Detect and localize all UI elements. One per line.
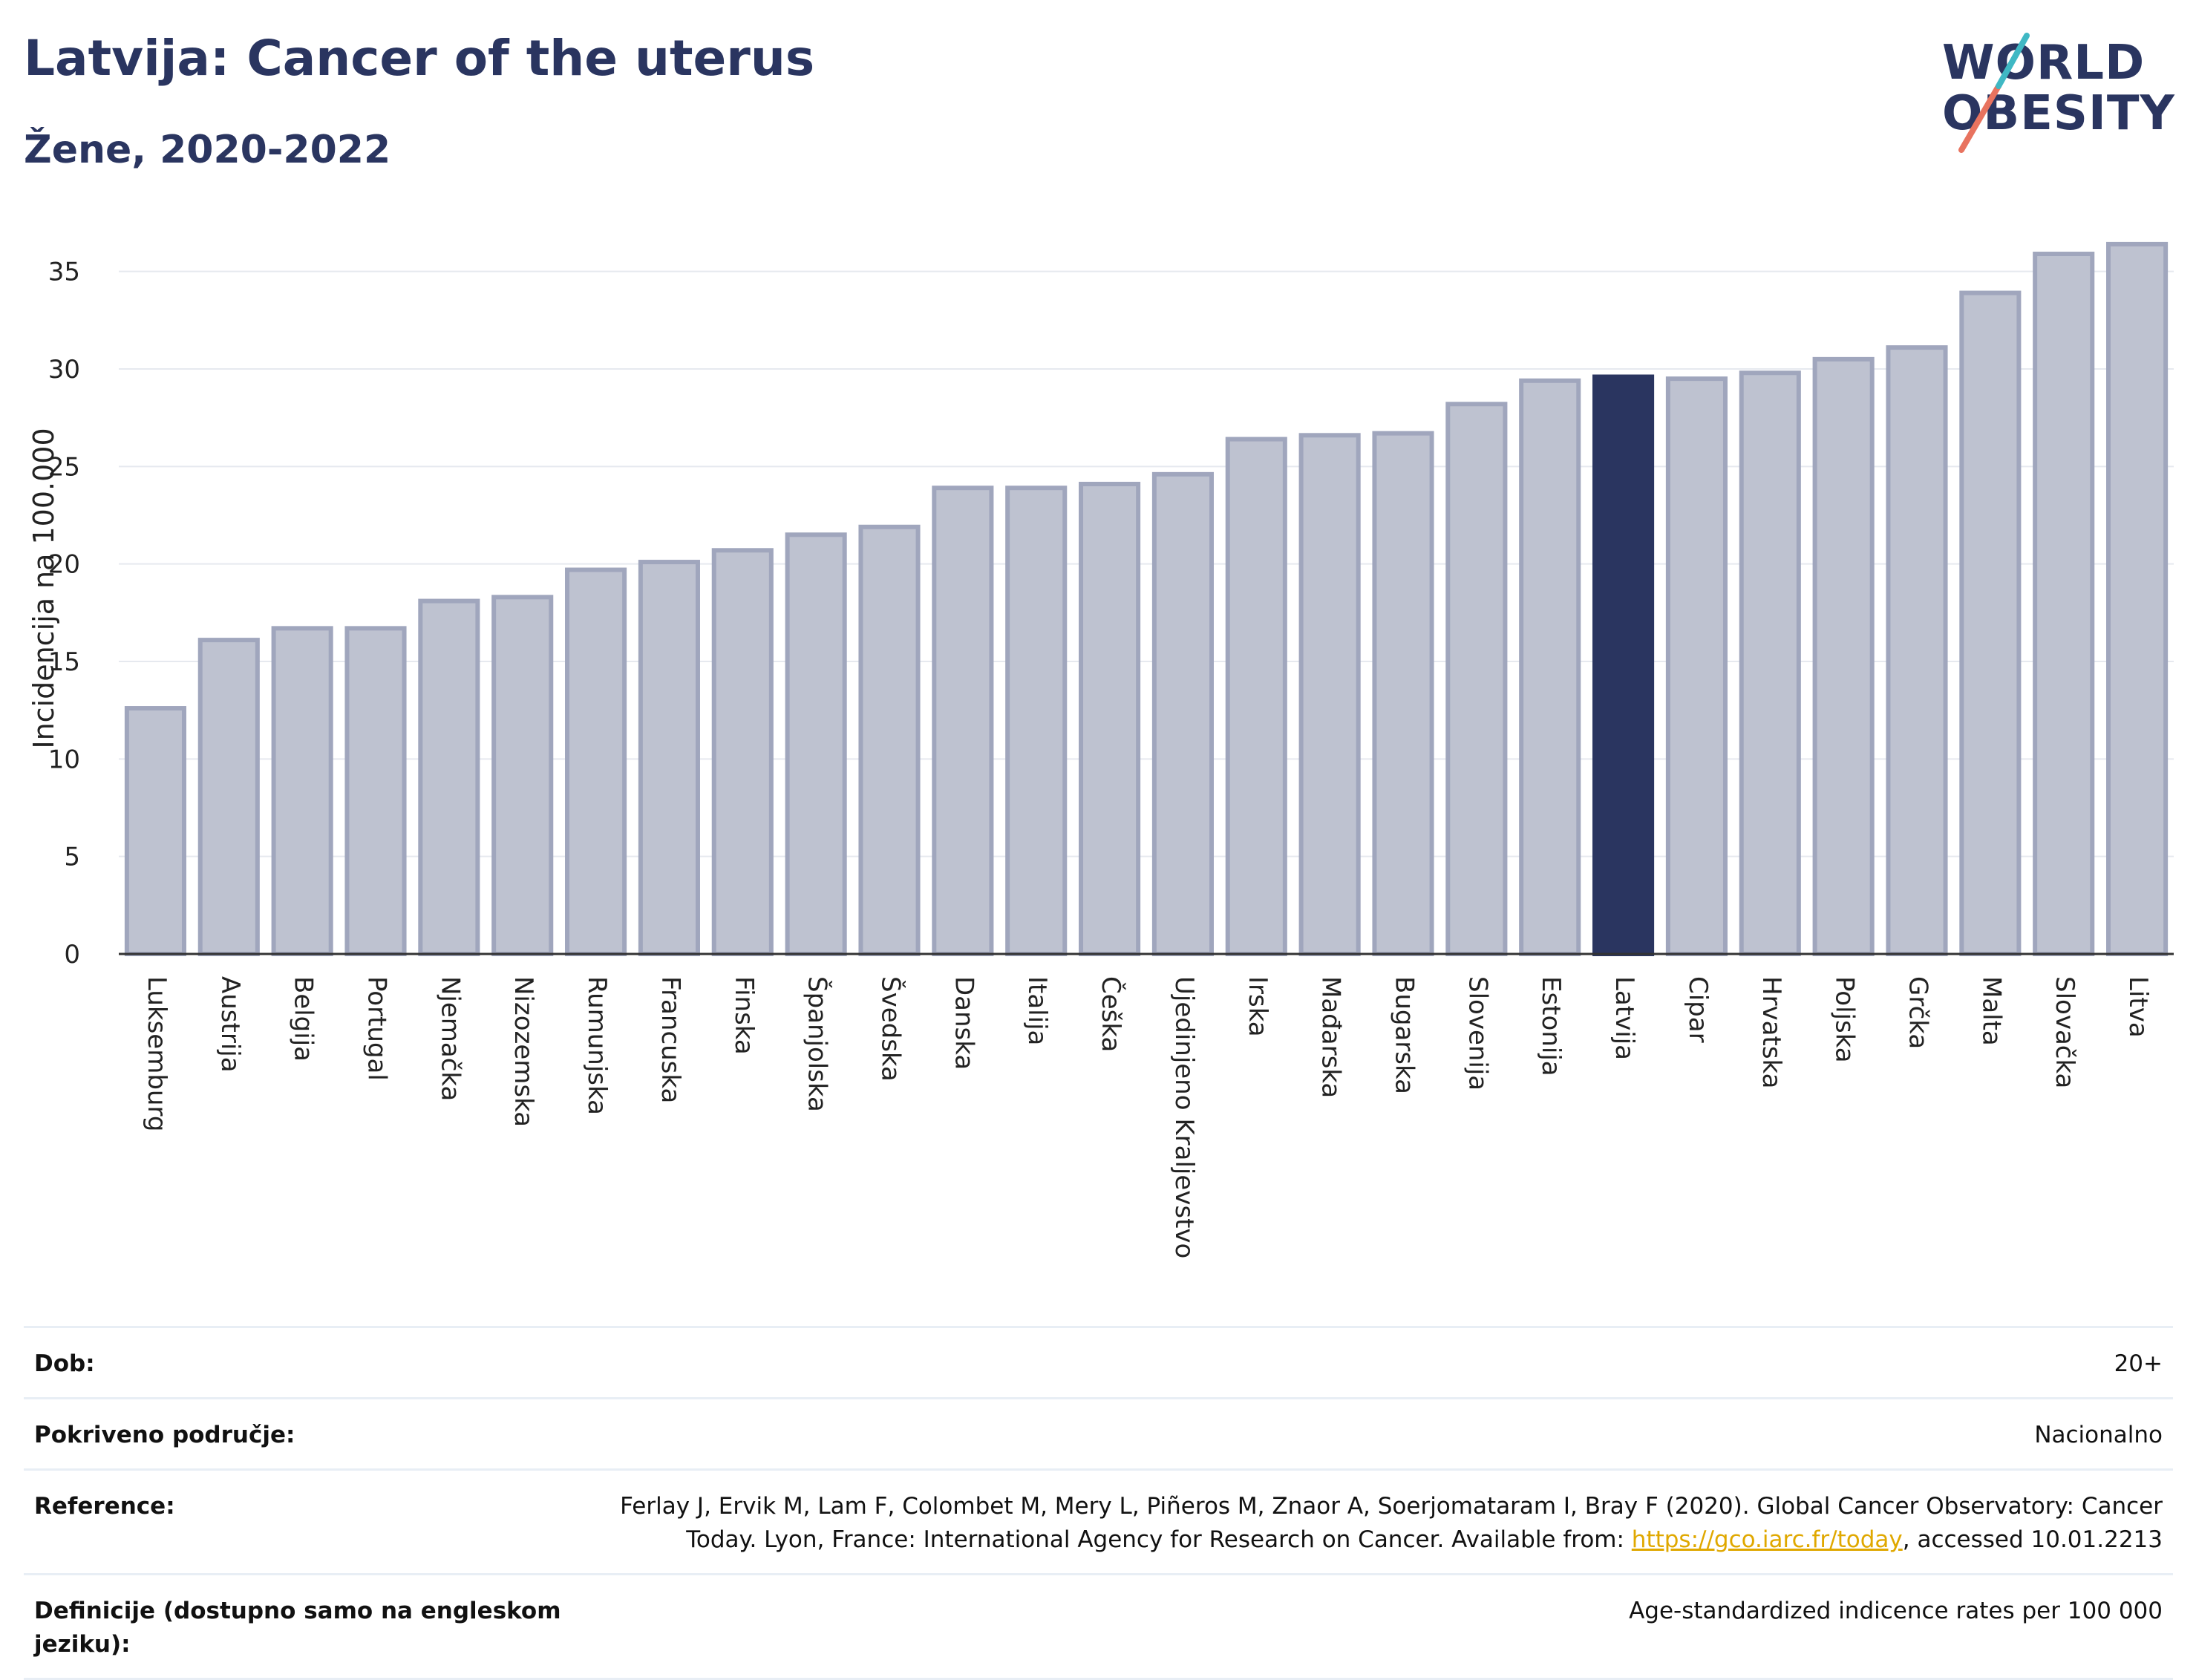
- bar-chart: 0 5 10 15 20 25 30 35 Incidencija na 100.000 Luks…: [27, 241, 2174, 1258]
- chart-subtitle: Žene, 2020-2022: [24, 128, 391, 172]
- bar: [638, 560, 700, 957]
- info-label-age: Dob:: [34, 1350, 95, 1377]
- y-tick-label: 0: [64, 940, 80, 970]
- x-tick-label: Belgija: [289, 976, 318, 1062]
- x-tick-label: Slovenija: [1463, 976, 1492, 1091]
- x-tick-label: Malta: [1976, 976, 2006, 1046]
- y-tick-label: 5: [64, 843, 80, 872]
- bar: [1298, 433, 1361, 957]
- y-tick-label: 30: [48, 355, 80, 385]
- info-row-coverage: Pokriveno područje: Nacionalno: [24, 1397, 2173, 1468]
- x-tick-label: Danska: [949, 976, 978, 1070]
- logo-line1: WORLD: [1942, 36, 2146, 91]
- bar: [1592, 374, 1655, 957]
- x-tick-label: Litva: [2123, 976, 2153, 1038]
- bar: [344, 626, 407, 956]
- x-tick-label: Luksemburg: [142, 976, 171, 1131]
- bar: [1151, 471, 1214, 956]
- bar: [197, 638, 260, 957]
- bar: [2033, 252, 2095, 956]
- bar: [1959, 290, 2022, 956]
- x-tick-label: Estonija: [1536, 976, 1566, 1076]
- x-tick-label: Nizozemska: [509, 976, 538, 1127]
- info-label-coverage: Pokriveno područje:: [34, 1422, 295, 1448]
- info-row-age: Dob: 20+: [24, 1326, 2173, 1397]
- bar: [1005, 486, 1068, 956]
- info-row-reference: Reference: Ferlay J, Ervik M, Lam F, Col…: [24, 1468, 2173, 1573]
- x-tick-label: Latvija: [1610, 976, 1639, 1060]
- bar: [1519, 378, 1581, 956]
- chart-title: Latvija: Cancer of the uterus: [24, 30, 815, 87]
- bar: [1225, 437, 1287, 956]
- y-tick-label: 25: [48, 452, 80, 482]
- y-tick-label: 20: [48, 550, 80, 580]
- x-tick-label: Cipar: [1683, 976, 1713, 1043]
- x-tick-label: Francuska: [656, 976, 685, 1103]
- bar: [2106, 241, 2169, 957]
- bar: [1079, 481, 1141, 956]
- x-tick-label: Grčka: [1903, 976, 1933, 1049]
- info-value-reference: Ferlay J, Ervik M, Lam F, Colombet M, Me…: [569, 1490, 2163, 1557]
- bar: [1665, 376, 1728, 956]
- x-tick-label: Italija: [1022, 976, 1052, 1045]
- info-value-coverage: Nacionalno: [2034, 1422, 2163, 1448]
- x-tick-label: Bugarska: [1390, 976, 1419, 1094]
- bar: [1739, 370, 1801, 956]
- y-tick-label: 15: [48, 647, 80, 677]
- x-tick-label: Ujedinjeno Kraljevstvo: [1169, 976, 1199, 1258]
- bar: [271, 626, 333, 956]
- info-row-definition: Definicije (dostupno samo na engleskom j…: [24, 1573, 2173, 1680]
- x-tick-label: Slovačka: [2050, 976, 2079, 1088]
- x-tick-label: Švedska: [876, 976, 906, 1082]
- y-tick-label: 10: [48, 745, 80, 774]
- bar: [1445, 402, 1508, 956]
- x-tick-label: Češka: [1096, 976, 1126, 1052]
- x-tick-label: Hrvatska: [1757, 976, 1786, 1088]
- x-tick-label: Finska: [729, 976, 759, 1055]
- y-tick-label: 35: [48, 258, 80, 287]
- info-label-definition: Definicije (dostupno samo na engleskom j…: [34, 1598, 561, 1658]
- logo-slash-icon: [1958, 33, 2030, 153]
- world-obesity-logo: WORLD OBESITY: [1938, 22, 2175, 156]
- bar: [1372, 431, 1434, 956]
- reference-link[interactable]: https://gco.iarc.fr/today: [1631, 1526, 1903, 1553]
- reference-accessed: , accessed 10.01.2213: [1902, 1526, 2163, 1553]
- x-tick-label: Portugal: [362, 976, 392, 1081]
- bar: [785, 532, 847, 956]
- bar: [491, 595, 554, 956]
- bar: [1812, 356, 1875, 957]
- y-axis-label: Incidencija na 100.000: [27, 428, 60, 748]
- x-tick-label: Španjolska: [803, 976, 833, 1112]
- bar: [418, 598, 480, 956]
- x-tick-label: Njemačka: [435, 976, 465, 1101]
- x-tick-label: Mađarska: [1316, 976, 1346, 1098]
- x-tick-label: Poljska: [1830, 976, 1860, 1063]
- x-tick-label: Irska: [1243, 976, 1272, 1037]
- info-value-age: 20+: [2114, 1350, 2163, 1377]
- info-value-definition: Age-standardized indicence rates per 100…: [1629, 1598, 2163, 1624]
- bar: [711, 548, 774, 956]
- bar: [124, 706, 186, 956]
- info-table: Dob: 20+ Pokriveno područje: Nacionalno …: [24, 1326, 2173, 1680]
- bar: [565, 567, 627, 956]
- info-label-reference: Reference:: [34, 1493, 175, 1520]
- x-tick-label: Rumunjska: [582, 976, 612, 1115]
- bar: [858, 524, 921, 956]
- x-tick-label: Austrija: [215, 976, 245, 1073]
- reference-text: Ferlay J, Ervik M, Lam F, Colombet M, Me…: [620, 1493, 2163, 1553]
- bar: [1886, 345, 1948, 956]
- bar: [932, 486, 994, 956]
